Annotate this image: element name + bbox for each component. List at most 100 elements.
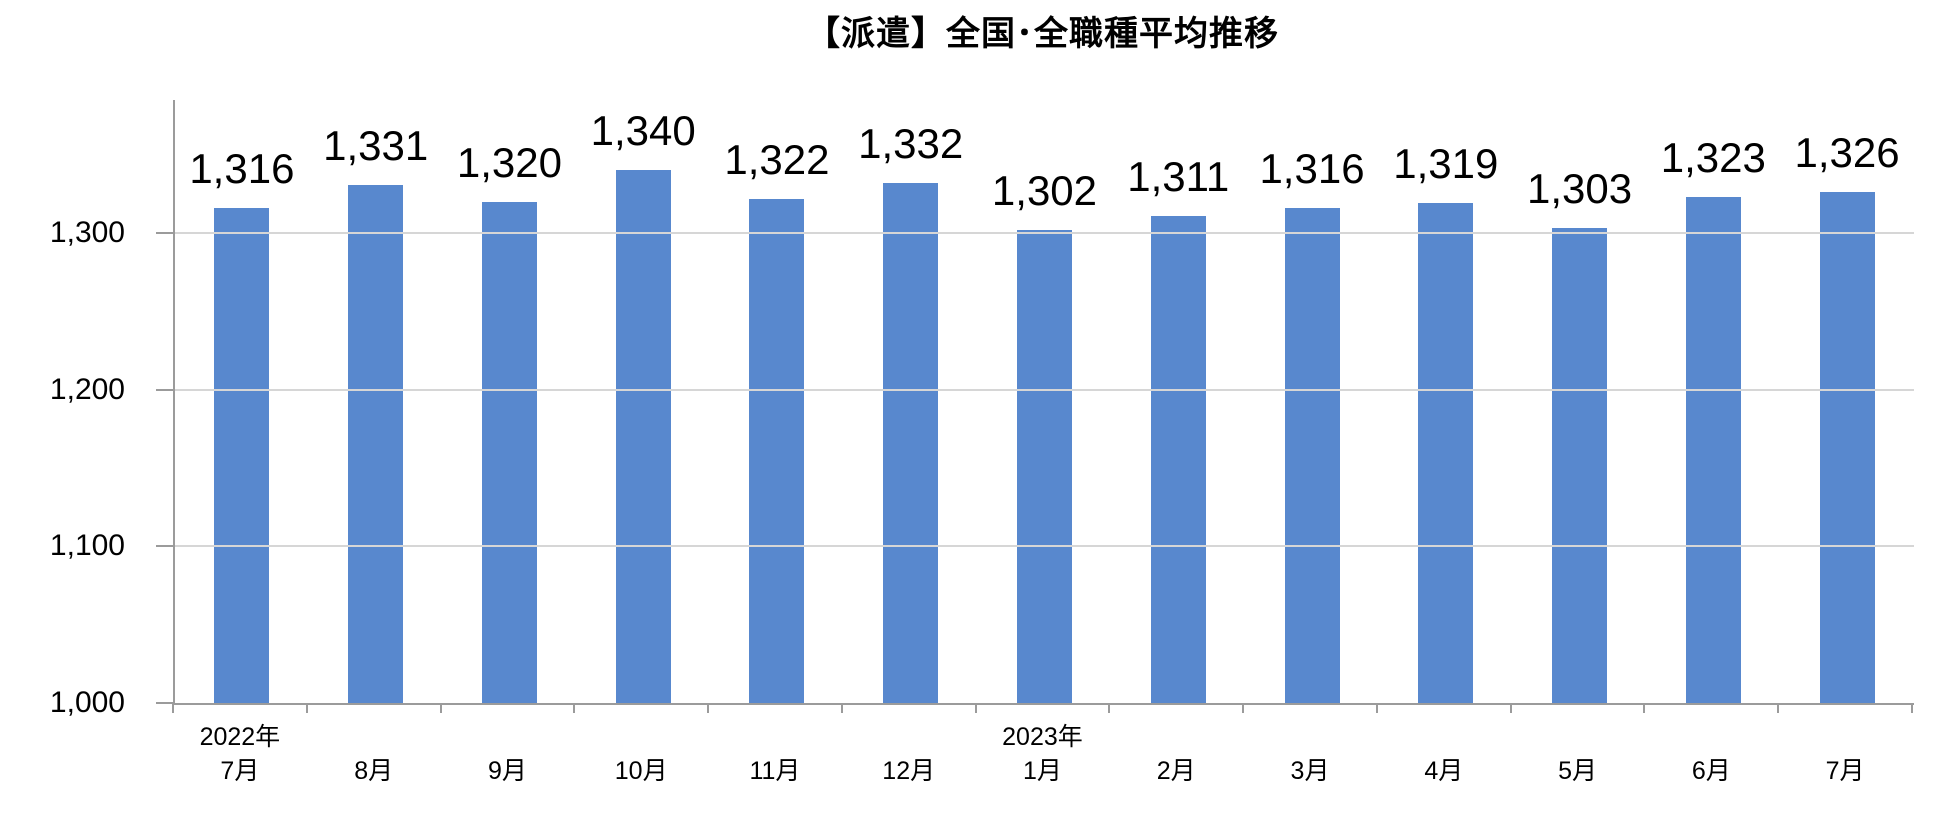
x-category: 3月 [1243,720,1377,788]
bar-value-label: 1,302 [991,167,1098,214]
bar [214,208,270,703]
x-year-label [1511,720,1645,754]
bar [1819,192,1875,703]
bar-slot: 1,340 [576,100,710,703]
bar-value-label: 1,320 [456,138,562,186]
bar-slot: 1,326 [1780,100,1914,703]
x-category: 7月 [1778,720,1912,788]
x-category: 2月 [1109,720,1243,788]
x-year-label [1243,720,1377,754]
bar-value-label: 1,319 [1393,140,1499,188]
x-category: 8月 [307,720,441,788]
x-axis-tick-mark [707,703,710,713]
y-axis-tick-label: 1,000 [49,686,125,719]
bar-value-label: 1,322 [724,135,830,183]
x-year-label [441,720,575,754]
bar [1150,215,1206,703]
y-axis-tick-mark [156,702,173,704]
x-axis-tick-mark [1375,703,1378,713]
x-month-label: 7月 [1825,757,1865,785]
x-axis-labels: 2022年 7月 8月 9月 10月 11月 12月 2023年 1月 2月 3月 4… [173,720,1912,788]
x-year-label [842,720,976,754]
x-axis-tick-mark [1242,703,1245,713]
gridline [175,232,1914,235]
x-category: 2022年 7月 [173,720,307,788]
bar-slot: 1,331 [309,100,443,703]
x-axis-tick-mark [305,703,308,713]
x-year-label [708,720,842,754]
x-year-label: 2022年 [199,723,281,751]
x-category: 12月 [842,720,976,788]
x-axis-tick-mark [840,703,843,713]
x-month-label: 2月 [1156,757,1196,785]
bar-slot: 1,332 [844,100,978,703]
bar [1016,230,1072,703]
y-axis-tick-label: 1,200 [49,372,125,406]
bar-slot: 1,319 [1379,100,1513,703]
x-month-label: 12月 [882,757,936,785]
bar-value-label: 1,326 [1794,129,1900,177]
plot-area: 1,316 1,331 1,320 1,340 1,322 1,332 1,302 1,311… [173,100,1914,705]
x-month-label: 1月 [1023,757,1062,785]
x-axis-tick-mark [439,703,442,713]
bar-slot: 1,323 [1646,100,1780,703]
y-axis-tick-label: 1,300 [49,216,125,250]
x-month-label: 5月 [1558,757,1597,785]
bar-value-label: 1,332 [858,120,964,168]
x-year-label: 2023年 [1002,723,1083,751]
y-axis-tick-mark [156,388,173,391]
x-category: 6月 [1644,720,1778,788]
gridline [175,545,1914,548]
bar [348,184,404,703]
x-axis-tick-mark [1911,703,1913,713]
bar-value-label: 1,323 [1660,134,1766,182]
bar-value-label: 1,340 [590,107,696,155]
y-axis-tick-mark [156,545,173,548]
x-year-label [1377,720,1511,754]
bar-slot: 1,316 [1245,100,1379,703]
x-axis-tick-mark [1509,703,1512,713]
x-year-label [1778,720,1912,754]
bar-value-label: 1,316 [1259,145,1365,193]
x-year-label [574,720,708,754]
x-axis-tick-mark [573,703,576,713]
x-category: 10月 [574,720,708,788]
x-month-label: 9月 [487,757,527,785]
bar [1552,228,1608,703]
bar-value-label: 1,311 [1127,152,1230,200]
gridline [175,388,1914,391]
x-category: 5月 [1511,720,1645,788]
bar [1418,203,1474,703]
x-axis-tick-mark [1643,703,1646,713]
bar [1284,208,1340,703]
x-month-label: 4月 [1424,757,1464,785]
x-month-label: 3月 [1290,757,1330,785]
bar-value-label: 1,316 [189,145,295,193]
x-category: 9月 [441,720,575,788]
x-category: 11月 [708,720,842,788]
x-year-label [1644,720,1778,754]
bar-value-label: 1,303 [1526,165,1633,213]
x-year-label [1109,720,1243,754]
x-month-label: 8月 [354,757,394,785]
bar-slot: 1,311 [1111,100,1245,703]
x-month-label: 6月 [1691,757,1731,785]
bar [749,198,805,703]
y-axis-tick-label: 1,100 [49,529,125,563]
bar-slot: 1,316 [175,100,309,703]
x-axis-tick-mark [172,703,174,713]
x-axis-tick-mark [974,703,977,713]
bar [615,170,671,703]
bar-slot: 1,303 [1513,100,1647,703]
y-axis-tick-mark [156,232,173,235]
x-category: 4月 [1377,720,1511,788]
bar-slot: 1,302 [978,100,1112,703]
x-axis-tick-mark [1108,703,1111,713]
bar-slots: 1,316 1,331 1,320 1,340 1,322 1,332 1,302 1,311… [175,100,1914,703]
x-month-label: 7月 [220,757,260,785]
bar [1685,197,1741,703]
bar-slot: 1,320 [443,100,577,703]
bar-slot: 1,322 [710,100,844,703]
chart-title: 【派遣】全国･全職種平均推移 [806,15,1279,53]
